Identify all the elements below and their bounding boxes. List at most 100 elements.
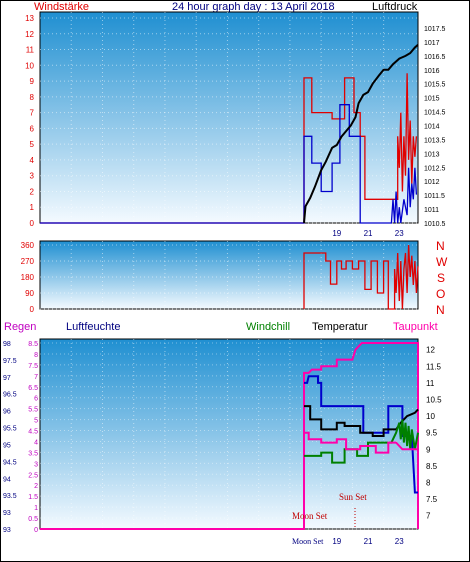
pressure-axis-tick: 1016 [424, 68, 440, 75]
compass-n-top: N [436, 239, 445, 253]
humidity-axis-tick: 93 [3, 527, 11, 534]
wind-series-black [303, 43, 419, 224]
regen-axis-tick: 6 [34, 396, 38, 403]
compass-s: S [437, 271, 446, 285]
wind-axis-tick: 1 [30, 203, 35, 212]
regen-axis-tick: 4.5 [28, 429, 38, 436]
wind-axis-tick: 6 [30, 124, 35, 133]
humidity-axis-tick: 97.5 [3, 358, 17, 365]
pressure-axis-tick: 1017 [424, 40, 440, 47]
luftfeuchte-label: Luftfeuchte [66, 321, 121, 333]
pressure-axis-tick: 1014.5 [424, 110, 446, 117]
wind-axis-tick: 12 [25, 30, 34, 39]
pressure-axis-tick: 1011.5 [424, 193, 445, 200]
temp-series-4-magenta [304, 431, 418, 454]
compass-n-bottom: N [436, 303, 445, 317]
pressure-axis-tick: 1012 [424, 179, 440, 186]
temp-axis-tick: 9.5 [426, 429, 438, 438]
regen-axis-tick: 2 [34, 483, 38, 490]
humidity-axis-tick: 94.5 [3, 459, 17, 466]
temperatur-label: Temperatur [312, 321, 368, 333]
regen-axis-tick: 1 [34, 505, 38, 512]
regen-axis-tick: 5.5 [28, 407, 38, 414]
humidity-axis-tick: 98 [3, 341, 11, 348]
regen-axis-tick: 3 [34, 461, 38, 468]
humidity-axis-tick: 93.5 [3, 493, 17, 500]
regen-axis-tick: 1.5 [28, 494, 38, 501]
direction-axis-tick: 270 [21, 257, 35, 266]
pressure-axis-tick: 1010.5 [424, 221, 446, 228]
humidity-axis-tick: 95.5 [3, 426, 17, 433]
humidity-axis-tick: 97 [3, 375, 11, 382]
plot-area-2 [39, 240, 419, 310]
x-tick-bottom: 19 [332, 537, 341, 546]
pressure-axis-tick: 1011 [424, 207, 439, 214]
regen-axis-tick: 8 [34, 352, 38, 359]
pressure-axis-tick: 1013.5 [424, 137, 446, 144]
temp-axis-tick: 7.5 [426, 495, 438, 504]
compass-o: O [436, 287, 446, 301]
x-tick-top: 19 [332, 229, 341, 238]
humidity-axis-tick: 94 [3, 476, 11, 483]
regen-label: Regen [4, 321, 37, 333]
wind-axis-tick: 3 [30, 172, 35, 181]
wind-axis-tick: 8 [30, 93, 35, 102]
regen-axis-tick: 4 [34, 439, 38, 446]
wind-axis-tick: 11 [26, 46, 35, 55]
direction-series-red [303, 244, 419, 310]
x-tick-top: 21 [364, 229, 373, 238]
direction-axis-tick: 0 [30, 305, 35, 314]
temp-series-3-green [304, 419, 419, 464]
direction-axis-tick: 180 [21, 273, 35, 282]
temp-axis-tick: 11.5 [426, 362, 442, 371]
temp-axis-tick: 8 [426, 479, 431, 488]
regen-axis-tick: 8.5 [28, 341, 38, 348]
regen-axis-tick: 7 [34, 374, 38, 381]
wind-axis-tick: 4 [30, 156, 35, 165]
x-tick-top: 23 [395, 229, 404, 238]
windchill-label: Windchill [246, 321, 291, 333]
pressure-axis-tick: 1013 [424, 151, 440, 158]
wind-axis-tick: 5 [30, 140, 35, 149]
compass-w: W [436, 255, 448, 269]
temp-axis-tick: 7 [426, 512, 431, 521]
regen-axis-tick: 6.5 [28, 385, 38, 392]
regen-axis-tick: 0.5 [28, 516, 38, 523]
x-tick-bottom: 21 [364, 537, 373, 546]
direction-axis-tick: 90 [25, 289, 34, 298]
plot-area-3 [39, 338, 419, 530]
pressure-axis-tick: 1015 [424, 96, 440, 103]
pressure-axis-tick: 1015.5 [424, 82, 446, 89]
wind-axis-tick: 2 [30, 187, 35, 196]
temp-axis-tick: 8.5 [426, 462, 438, 471]
regen-axis-tick: 3.5 [28, 450, 38, 457]
wind-series-blue [40, 104, 418, 224]
wind-axis-tick: 13 [25, 14, 34, 23]
regen-axis-tick: 7.5 [28, 363, 38, 370]
pressure-axis-tick: 1012.5 [424, 165, 446, 172]
temp-axis-tick: 10.5 [426, 395, 442, 404]
temp-axis-tick: 10 [426, 412, 435, 421]
temp-axis-tick: 12 [426, 346, 435, 355]
humidity-axis-tick: 95 [3, 442, 11, 449]
sun-set-label: Sun Set [339, 492, 367, 502]
wind-axis-tick: 10 [25, 61, 34, 70]
temp-series-0-magenta [40, 342, 419, 530]
humidity-axis-tick: 96 [3, 409, 11, 416]
windstaerke-label: Windstärke [34, 1, 90, 13]
x-tick-bottom: 23 [395, 537, 404, 546]
graph-title: 24 hour graph day : 13 April 2018 [172, 1, 335, 13]
wind-axis-tick: 0 [30, 219, 35, 228]
pressure-axis-tick: 1017.5 [424, 26, 446, 33]
luftdruck-label: Luftdruck [372, 1, 418, 13]
temp-axis-tick: 11 [426, 379, 435, 388]
direction-axis-tick: 360 [21, 241, 35, 250]
taupunkt-label: Taupunkt [393, 321, 438, 333]
wind-axis-tick: 9 [30, 77, 35, 86]
regen-axis-tick: 5 [34, 418, 38, 425]
moon-set-axis-label: Moon Set [292, 537, 324, 546]
regen-axis-tick: 2.5 [28, 472, 38, 479]
moon-set-label: Moon Set [292, 511, 328, 521]
regen-axis-tick: 0 [34, 527, 38, 534]
